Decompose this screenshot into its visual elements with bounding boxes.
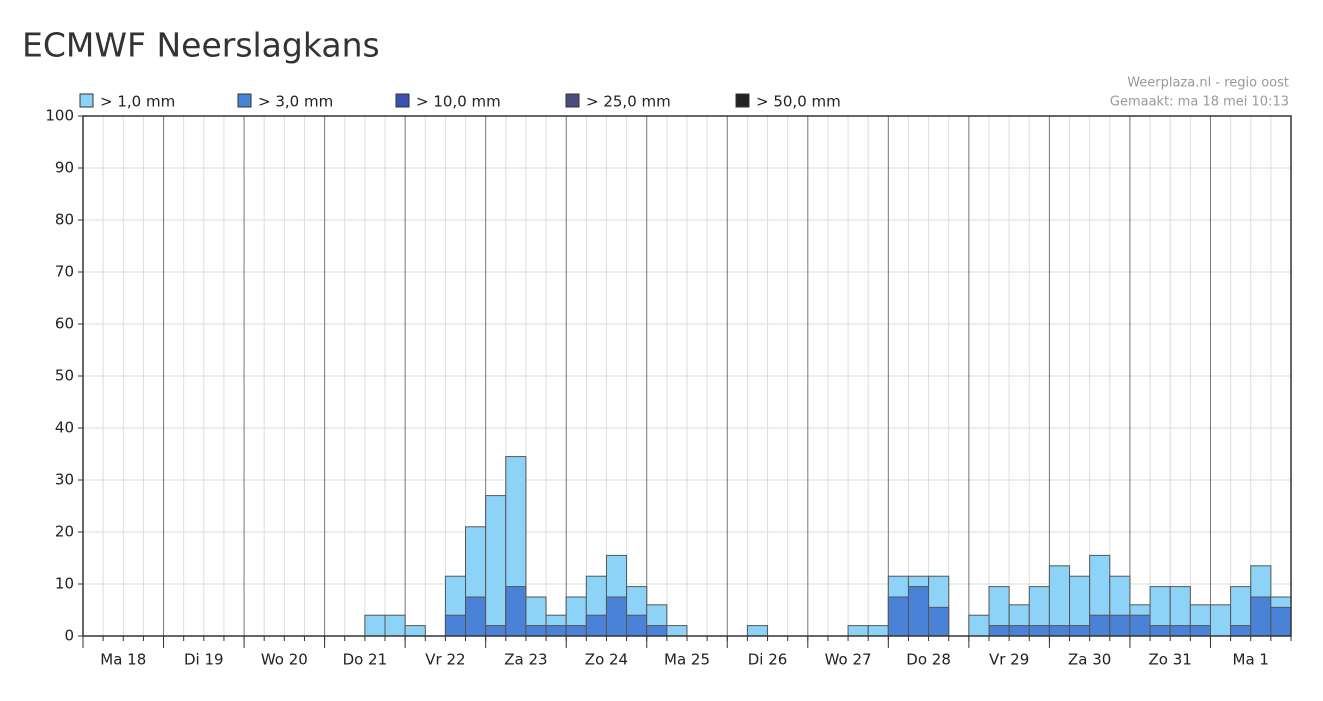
bar [444,614,467,637]
bar [1048,625,1071,637]
x-tick-label: Zo 24 [585,651,628,669]
bar [928,606,950,637]
x-tick-label: Wo 27 [825,651,872,669]
bar [565,625,587,637]
x-tick-label: Vr 29 [989,651,1029,669]
bar [505,586,527,637]
legend-swatch [395,93,410,108]
x-tick-label: Vr 22 [425,651,465,669]
x-tick-label: Za 30 [1068,651,1111,669]
bar [666,625,688,637]
legend-label: > 50,0 mm [756,93,841,111]
x-tick-label: Wo 20 [261,651,308,669]
x-tick-label: Do 21 [343,651,388,669]
bar [1169,625,1191,637]
bar [585,614,607,637]
legend-label: > 10,0 mm [416,93,501,111]
bar [1109,614,1131,637]
bar [525,625,547,637]
bar [847,625,869,637]
bar [968,614,990,637]
legend-label: > 25,0 mm [586,93,671,111]
bar [646,625,668,637]
bar [746,625,769,637]
y-tick-label: 10 [55,575,74,593]
bar [1230,625,1252,637]
bar [1089,614,1111,637]
x-tick-label: Ma 18 [100,651,146,669]
y-tick-label: 90 [55,159,74,177]
bar [465,596,487,637]
x-tick-label: Di 19 [184,651,224,669]
bar [1008,625,1030,637]
legend-swatch [565,93,580,108]
bar [1129,614,1151,637]
created: Gemaakt: ma 18 mei 10:13 [1110,95,1289,110]
bar [605,596,628,637]
bar [1250,596,1272,637]
bar [1149,625,1171,637]
bar [545,625,567,637]
bar [384,614,406,637]
bar [1028,625,1050,637]
bar [887,596,909,637]
bar [485,495,507,637]
source: Weerplaza.nl - regio oost [1127,76,1289,91]
y-tick-label: 40 [55,419,74,437]
x-tick-label: Ma 25 [664,651,710,669]
y-tick-label: 20 [55,523,74,541]
y-tick-label: 80 [55,211,74,229]
legend-swatch [237,93,252,108]
bar [1270,606,1292,637]
x-tick-label: Za 23 [504,651,547,669]
legend-label: > 1,0 mm [100,93,175,111]
bar [907,586,930,637]
y-tick-label: 30 [55,471,74,489]
y-tick-label: 100 [45,107,74,125]
bar [364,614,386,637]
bar [988,625,1010,637]
bar [485,625,507,637]
bar [1189,625,1211,637]
x-tick-label: Zo 31 [1149,651,1192,669]
x-tick-label: Do 28 [906,651,951,669]
x-tick-label: Ma 1 [1233,651,1269,669]
legend-label: > 3,0 mm [258,93,333,111]
bar [1209,604,1232,637]
bar [1069,625,1091,637]
chart-title: ECMWF Neerslagkans [22,26,380,65]
bar [867,625,889,637]
y-tick-label: 70 [55,263,74,281]
y-tick-label: 0 [64,627,74,645]
legend-swatch [735,93,750,108]
y-tick-label: 60 [55,315,74,333]
bar [626,614,648,637]
legend-swatch [79,93,94,108]
x-tick-label: Di 26 [748,651,788,669]
y-tick-label: 50 [55,367,74,385]
bar [404,625,426,637]
